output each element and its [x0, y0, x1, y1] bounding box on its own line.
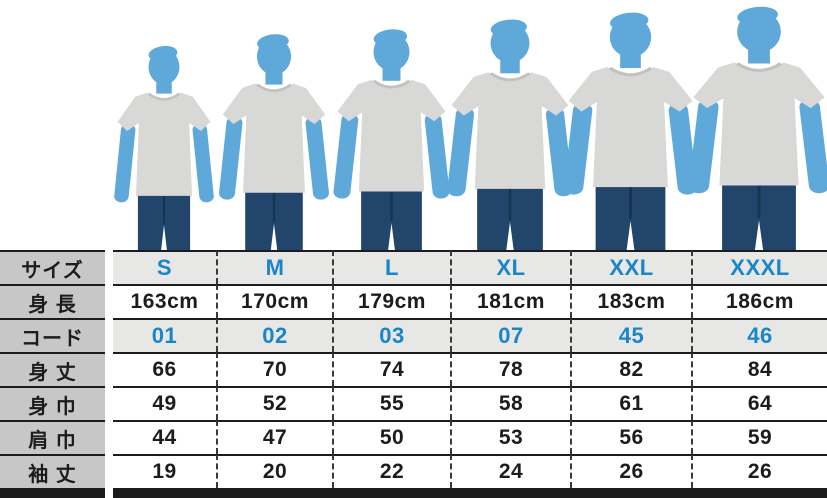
value-cell-S: S — [113, 250, 216, 284]
row-header-label: 身 長 — [0, 284, 105, 318]
table-bottom-border — [0, 488, 827, 498]
table-row: サイズ S M L XL XXL XXXL — [0, 250, 827, 284]
value-cell-S: 01 — [113, 318, 216, 352]
value-cell-S: 49 — [113, 386, 216, 420]
model-figure-L — [324, 25, 459, 250]
model-figure-S — [106, 42, 222, 250]
value-cell-XL: 53 — [450, 420, 570, 454]
row-header-label: 肩 巾 — [0, 420, 105, 454]
value-cell-L: L — [332, 250, 450, 284]
value-cell-XXXL: 26 — [691, 454, 827, 488]
header-column-gap — [105, 250, 113, 284]
value-cell-M: 47 — [216, 420, 332, 454]
table-row: 身 長 163cm 170cm 179cm 181cm 183cm 186cm — [0, 284, 827, 318]
row-header-label: サイズ — [0, 250, 105, 284]
value-cell-XXL: XXL — [570, 250, 691, 284]
model-figure-XXXL — [677, 2, 827, 250]
model-figure-XXL — [553, 8, 708, 250]
value-cell-XXXL: 84 — [691, 352, 827, 386]
value-cell-L: 55 — [332, 386, 450, 420]
row-header-label: コード — [0, 318, 105, 352]
value-cell-S: 163cm — [113, 284, 216, 318]
header-column-gap — [105, 386, 113, 420]
value-cell-XXL: 26 — [570, 454, 691, 488]
value-cell-XXL: 183cm — [570, 284, 691, 318]
value-cell-L: 74 — [332, 352, 450, 386]
value-cell-XXL: 56 — [570, 420, 691, 454]
header-column-gap — [105, 284, 113, 318]
value-cell-M: 70 — [216, 352, 332, 386]
table-row: 身 丈 66 70 74 78 82 84 — [0, 352, 827, 386]
header-column-gap — [105, 352, 113, 386]
bottom-border-right — [113, 488, 827, 498]
bottom-border-notch — [105, 488, 113, 498]
table-row: コード 01 02 03 07 45 46 — [0, 318, 827, 352]
row-header-label: 身 丈 — [0, 352, 105, 386]
value-cell-XXXL: 64 — [691, 386, 827, 420]
value-cell-XL: 24 — [450, 454, 570, 488]
value-cell-XL: 58 — [450, 386, 570, 420]
row-header-label: 身 巾 — [0, 386, 105, 420]
model-lineup — [106, 2, 827, 250]
bottom-border-left — [0, 488, 105, 498]
value-cell-M: M — [216, 250, 332, 284]
value-cell-XL: 78 — [450, 352, 570, 386]
value-cell-M: 20 — [216, 454, 332, 488]
row-header-label: 袖 丈 — [0, 454, 105, 488]
model-figure-M — [210, 30, 338, 250]
value-cell-M: 170cm — [216, 284, 332, 318]
value-cell-L: 03 — [332, 318, 450, 352]
value-cell-S: 44 — [113, 420, 216, 454]
table-row: 身 巾 49 52 55 58 61 64 — [0, 386, 827, 420]
value-cell-L: 50 — [332, 420, 450, 454]
value-cell-L: 22 — [332, 454, 450, 488]
value-cell-M: 02 — [216, 318, 332, 352]
table-row: 肩 巾 44 47 50 53 56 59 — [0, 420, 827, 454]
header-column-gap — [105, 318, 113, 352]
value-cell-XL: 07 — [450, 318, 570, 352]
table-row: 袖 丈 19 20 22 24 26 26 — [0, 454, 827, 488]
header-column-gap — [105, 454, 113, 488]
value-cell-XXXL: 46 — [691, 318, 827, 352]
value-cell-XXXL: 59 — [691, 420, 827, 454]
value-cell-XXL: 45 — [570, 318, 691, 352]
value-cell-L: 179cm — [332, 284, 450, 318]
value-cell-XL: XL — [450, 250, 570, 284]
value-cell-XXL: 61 — [570, 386, 691, 420]
value-cell-S: 66 — [113, 352, 216, 386]
size-chart-table: サイズ S M L XL XXL XXXL 身 長 163cm 170cm 179cm 181cm 18… — [0, 250, 827, 498]
value-cell-XXXL: XXXL — [691, 250, 827, 284]
header-column-gap — [105, 420, 113, 454]
value-cell-XXXL: 186cm — [691, 284, 827, 318]
value-cell-XXL: 82 — [570, 352, 691, 386]
value-cell-M: 52 — [216, 386, 332, 420]
value-cell-XL: 181cm — [450, 284, 570, 318]
value-cell-S: 19 — [113, 454, 216, 488]
